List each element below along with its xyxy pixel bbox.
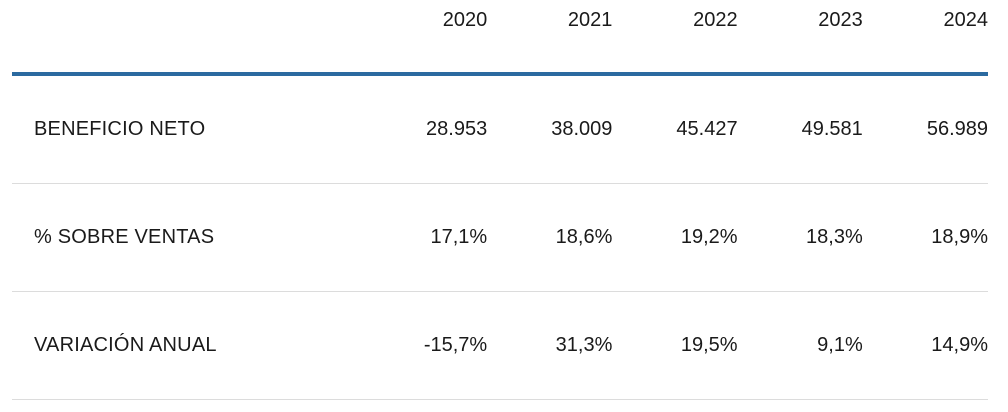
data-cell: 31,3% [555,334,613,356]
row-label: VARIACIÓN ANUAL [34,334,217,356]
year-header: 2024 [943,9,989,31]
data-cell: 28.953 [426,118,488,140]
header-label-cell [12,0,362,74]
row-label: % SOBRE VENTAS [34,226,215,248]
financial-table-container: 2020 2021 2022 2023 2024 BENEFICIO NETO … [12,0,988,400]
data-cell: 18,9% [931,226,988,248]
table-row: % SOBRE VENTAS 17,1% 18,6% 19,2% 18,3% 1… [12,184,988,292]
header-row: 2020 2021 2022 2023 2024 [12,0,988,74]
table-body: BENEFICIO NETO 28.953 38.009 45.427 49.5… [12,74,988,400]
data-cell: 49.581 [801,118,863,140]
table-header: 2020 2021 2022 2023 2024 [12,0,988,74]
data-cell: -15,7% [423,334,488,356]
data-cell: 9,1% [817,334,863,356]
financial-table: 2020 2021 2022 2023 2024 BENEFICIO NETO … [12,0,988,400]
data-cell: 38.009 [551,118,613,140]
data-cell: 45.427 [676,118,738,140]
year-header: 2021 [567,9,613,31]
year-header: 2022 [693,9,738,31]
data-cell: 18,6% [555,226,613,248]
data-cell: 56.989 [926,118,988,140]
data-cell: 18,3% [806,226,863,248]
year-header: 2023 [818,9,863,31]
table-row: VARIACIÓN ANUAL -15,7% 31,3% 19,5% 9,1% … [12,292,988,400]
data-cell: 14,9% [931,334,988,356]
data-cell: 19,5% [680,334,738,356]
year-header: 2020 [442,9,488,31]
data-cell: 19,2% [680,226,738,248]
data-cell: 17,1% [430,226,488,248]
table-row: BENEFICIO NETO 28.953 38.009 45.427 49.5… [12,74,988,184]
row-label: BENEFICIO NETO [34,118,206,140]
